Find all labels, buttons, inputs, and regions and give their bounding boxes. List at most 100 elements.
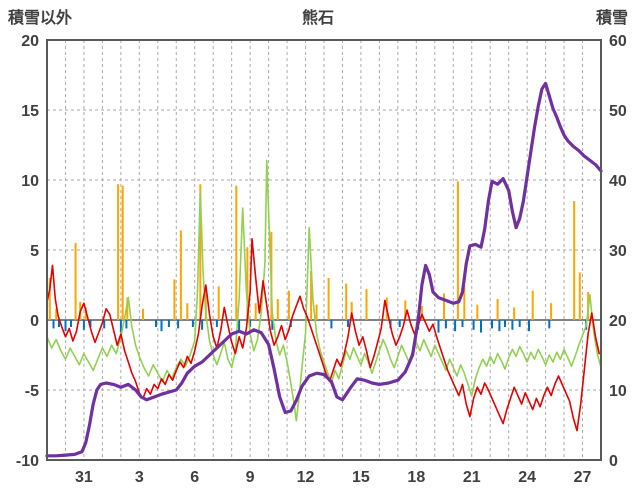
left-axis-tick-label: 10 (21, 173, 39, 190)
orange-bars-bar (199, 184, 202, 320)
blue-bars-bar (160, 320, 163, 332)
blue-bars-bar (89, 320, 92, 327)
left-axis-tick-label: 20 (21, 33, 39, 50)
purple-snow-depth-line-series (45, 81, 603, 458)
orange-bars-bar (456, 181, 459, 320)
blue-bars-bar (480, 320, 482, 333)
blue-bars-bar (238, 320, 241, 332)
blue-bars-bar (177, 320, 180, 329)
orange-bars-bar (276, 299, 279, 320)
blue-bars-bar (64, 320, 67, 332)
blue-bars-bar (398, 320, 401, 327)
blue-bars-bar (347, 320, 349, 327)
right-axis-title: 積雪 (595, 10, 628, 27)
orange-bars-bar (142, 308, 144, 320)
blue-bars-bar (454, 320, 457, 332)
orange-bars-bar (365, 289, 368, 320)
blue-bars-bar (491, 320, 493, 329)
x-axis-tick-label: 6 (190, 469, 199, 486)
orange-bars-bar (235, 185, 238, 320)
right-axis-tick-label: 10 (609, 383, 627, 400)
green-line (46, 159, 602, 422)
x-axis-tick-label: 3 (135, 469, 144, 486)
left-axis-tick-label: 15 (21, 103, 39, 120)
orange-bars-bar (173, 279, 176, 320)
purple-snow-depth-line (45, 81, 603, 458)
orange-bars-bar (179, 230, 182, 320)
blue-bars-bar (155, 320, 157, 327)
blue-bars-bar (167, 320, 170, 327)
orange-bars-bar (350, 301, 353, 320)
blue-bars-bar (119, 320, 122, 333)
orange-bars-bar (310, 271, 313, 320)
orange-bars-bar (287, 290, 290, 320)
orange-bars-bar (315, 304, 318, 320)
orange-bars-bar (345, 283, 348, 320)
orange-bars-bar (246, 247, 249, 320)
blue-bars-bar (330, 320, 333, 329)
orange-bars-bar (217, 286, 220, 320)
x-axis-tick-label: 9 (246, 469, 255, 486)
orange-bars-bar (254, 303, 257, 320)
right-axis-tick-label: 60 (609, 33, 627, 50)
right-axis-tick-label: 0 (609, 453, 618, 470)
blue-bars-bar (528, 320, 530, 332)
x-axis-tick-label: 18 (407, 469, 425, 486)
blue-bars-bar (518, 320, 521, 327)
orange-bars-bar (404, 300, 407, 320)
blue-bars-bar (52, 320, 55, 329)
red-line-series (46, 238, 601, 432)
right-axis-tick-label: 20 (609, 313, 627, 330)
right-axis-tick-label: 40 (609, 173, 627, 190)
blue-bars-bar (548, 320, 551, 329)
orange-bars-bar (578, 272, 581, 320)
blue-bars-bar (249, 320, 252, 327)
orange-bars-bar (496, 299, 499, 320)
chart-title: 熊石 (301, 10, 334, 27)
blue-bars-bar (201, 320, 204, 330)
x-axis-tick-label: 21 (463, 469, 481, 486)
chart-header: 熊石 積雪以外 積雪 (0, 4, 636, 28)
blue-bars-bar (437, 320, 440, 333)
red-line (46, 238, 601, 432)
orange-bars-series (48, 181, 590, 320)
x-axis-tick-label: 24 (518, 469, 536, 486)
orange-bars-bar (186, 303, 189, 320)
blue-bars-bar (498, 320, 501, 332)
blue-bars-bar (191, 320, 194, 327)
orange-bars-bar (476, 304, 479, 320)
blue-bars-bar (82, 320, 85, 330)
left-axis-title: 積雪以外 (8, 10, 73, 27)
orange-bars-bar (531, 290, 534, 320)
orange-bars-bar (327, 278, 330, 320)
plot-border (46, 39, 602, 461)
orange-bars-bar (84, 307, 87, 320)
orange-bars-bar (443, 293, 445, 320)
blue-bars-bar (504, 320, 506, 327)
orange-bars-bar (74, 243, 77, 320)
x-axis-tick-label: 12 (297, 469, 315, 486)
left-axis-tick-label: -5 (25, 383, 39, 400)
orange-bars-bar (420, 306, 423, 320)
left-axis-tick-label: -10 (16, 453, 39, 470)
orange-bars-bar (117, 184, 120, 320)
orange-bars-bar (573, 201, 576, 320)
orange-bars-bar (463, 286, 466, 320)
left-axis-tick-label: 5 (30, 243, 39, 260)
right-axis-tick-label: 50 (609, 103, 627, 120)
blue-bars-bar (461, 320, 464, 327)
blue-bars-bar (472, 320, 475, 330)
blue-bars-bar (271, 320, 274, 330)
blue-bars-bar (511, 320, 514, 330)
orange-bars-bar (550, 303, 553, 320)
x-axis-tick-label: 31 (75, 469, 93, 486)
blue-bars-bar (70, 320, 72, 327)
x-axis-tick-label: 15 (352, 469, 370, 486)
orange-bars-bar (55, 308, 58, 320)
blue-bars-bar (58, 320, 60, 327)
orange-bars-bar (126, 297, 129, 320)
orange-bars-bar (513, 307, 516, 320)
blue-bars-bar (103, 320, 106, 329)
